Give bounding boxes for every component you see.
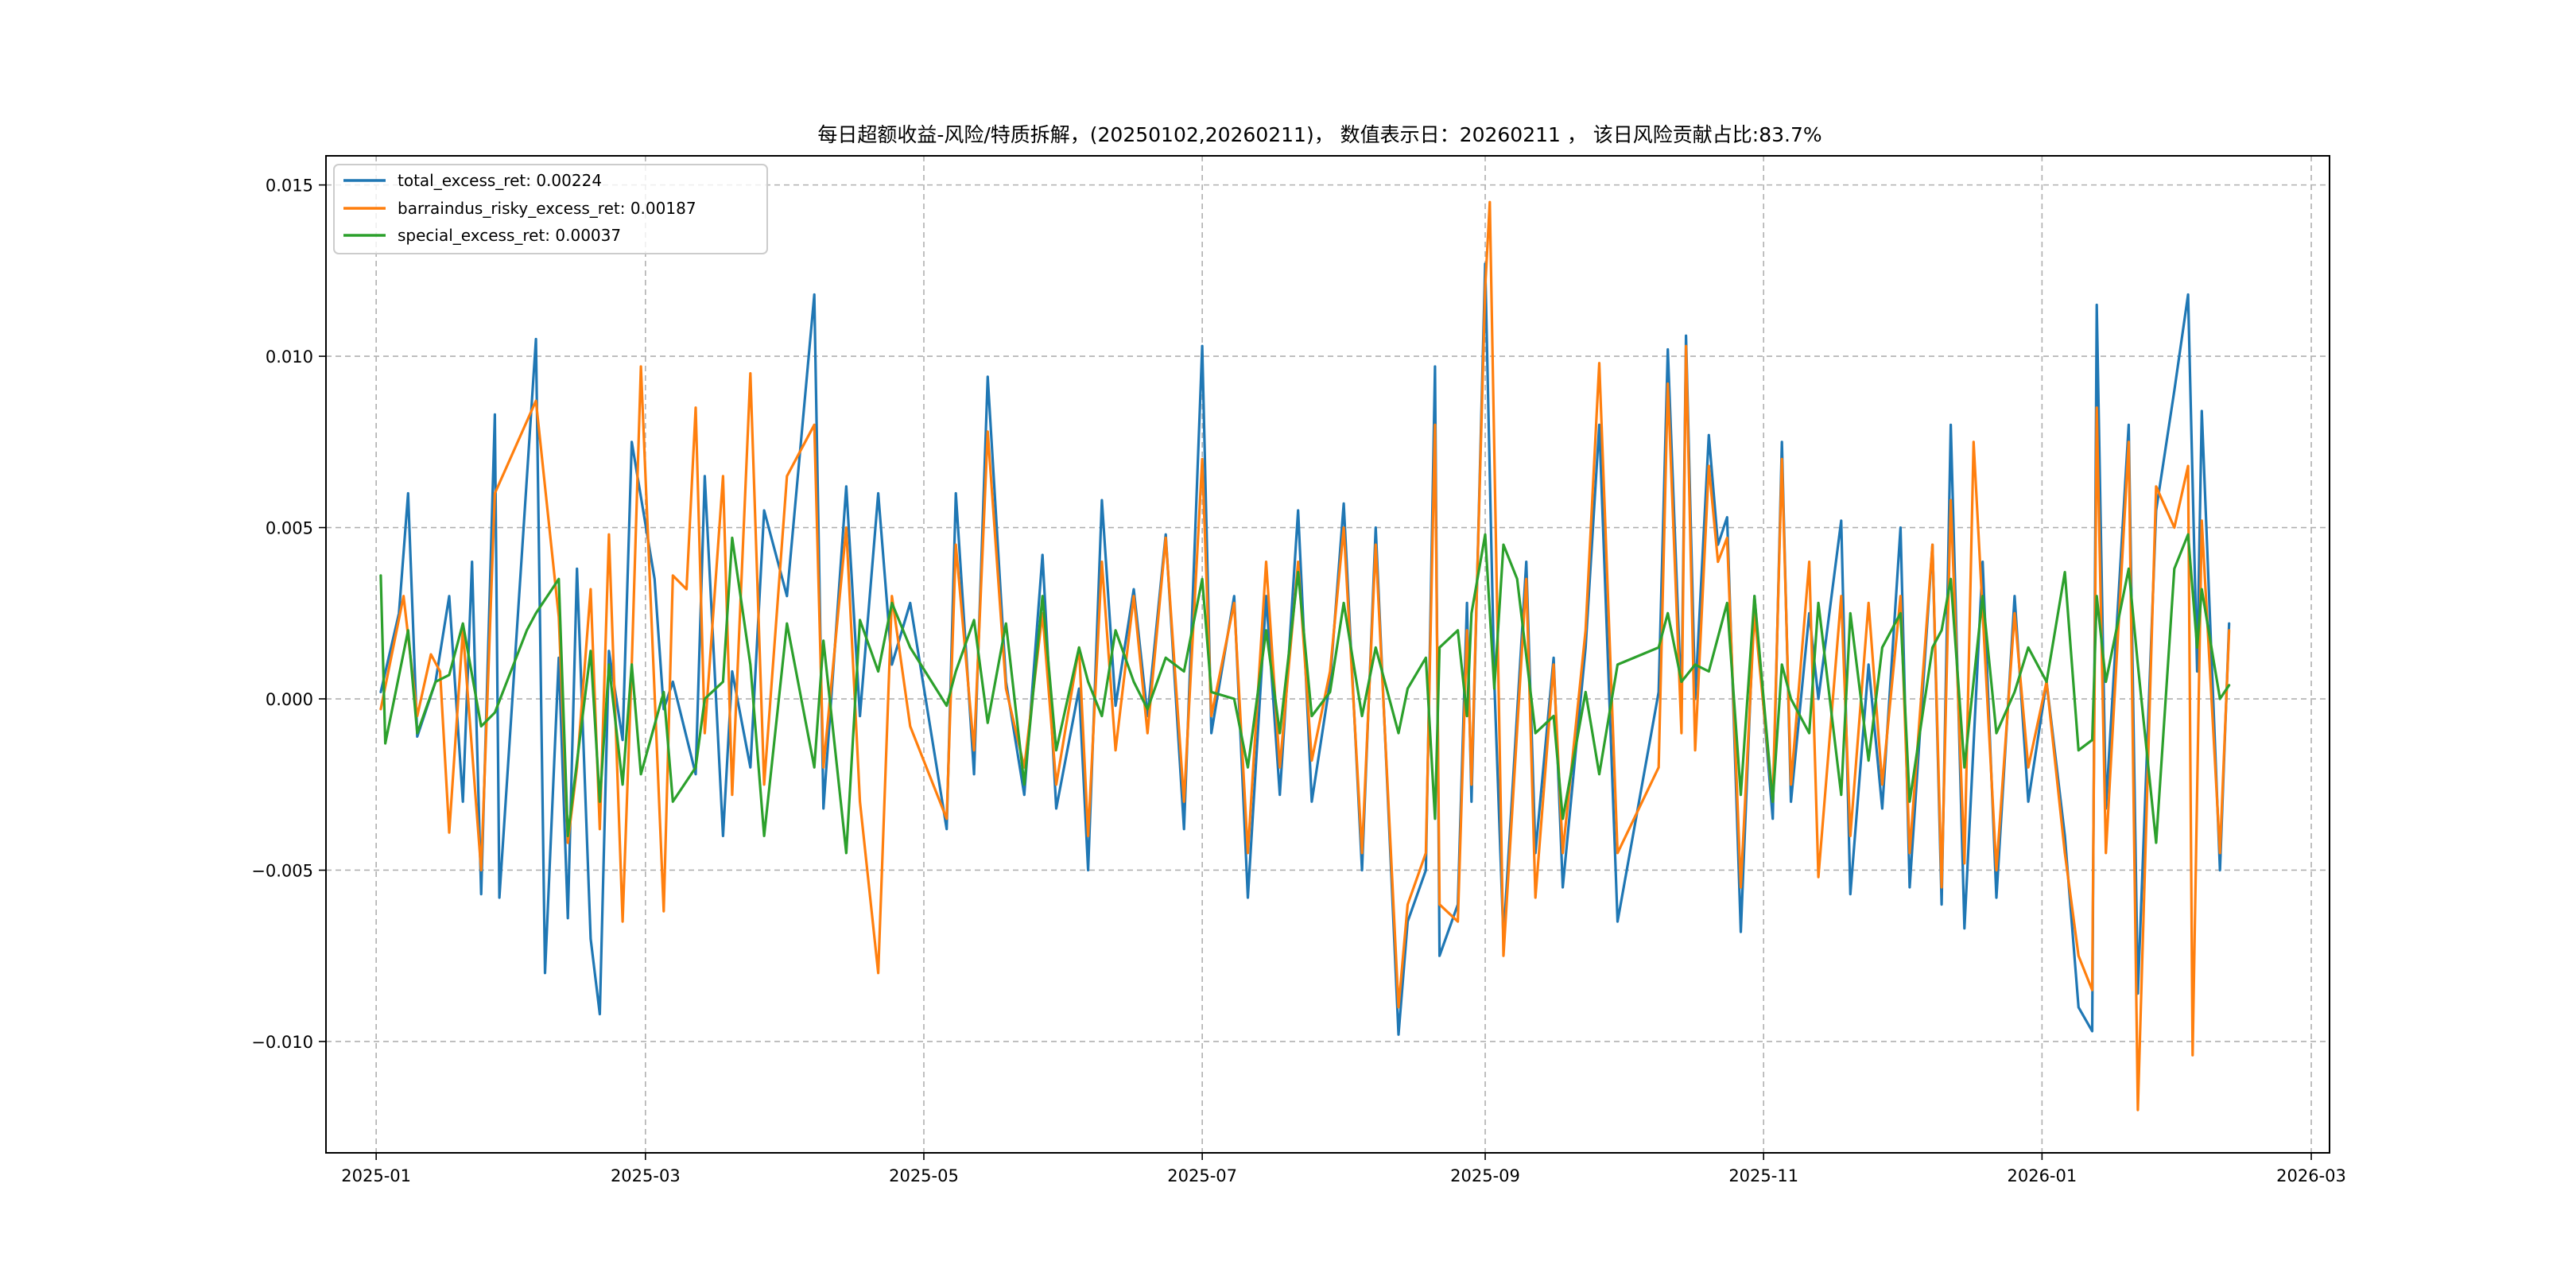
y-tick-label: 0.010 — [266, 347, 313, 367]
y-tick-label: −0.010 — [251, 1033, 313, 1052]
x-tick-label: 2025-05 — [889, 1166, 959, 1185]
x-tick-label: 2025-11 — [1728, 1166, 1798, 1185]
y-tick-label: 0.015 — [266, 177, 313, 196]
x-tick-label: 2025-07 — [1167, 1166, 1237, 1185]
x-tick-label: 2025-03 — [611, 1166, 681, 1185]
x-tick-label: 2025-01 — [341, 1166, 411, 1185]
legend-label-barraindus-risky-excess-ret: barraindus_risky_excess_ret: 0.00187 — [398, 199, 696, 218]
y-tick-label: 0.000 — [266, 690, 313, 709]
chart-title: 每日超额收益-风险/特质拆解，(20250102,20260211)， 数值表示… — [817, 123, 1821, 146]
legend-label-total-excess-ret: total_excess_ret: 0.00224 — [398, 171, 602, 190]
x-tick-label: 2026-03 — [2276, 1166, 2346, 1185]
legend-label-special-excess-ret: special_excess_ret: 0.00037 — [398, 226, 621, 245]
plot-area-frame — [325, 155, 2330, 1154]
y-tick-label: −0.005 — [251, 861, 313, 880]
x-tick-label: 2026-01 — [2007, 1166, 2077, 1185]
x-axis-ticks: 2025-01 2025-03 2025-05 2025-07 2025-09 2025-… — [341, 1153, 2346, 1185]
series-lines — [379, 200, 2231, 1111]
chart-legend: total_excess_ret: 0.00224 barraindus_ris… — [333, 164, 768, 254]
series-line-special-excess-ret — [379, 533, 2231, 855]
series-line-barraindus-risky-excess-ret — [379, 200, 2231, 1111]
y-tick-label: 0.005 — [266, 519, 313, 538]
legend-box — [333, 164, 768, 254]
y-axis-ticks: 0.015 0.010 0.005 0.000 −0.005 −0.010 — [251, 177, 326, 1052]
x-tick-label: 2025-09 — [1450, 1166, 1520, 1185]
